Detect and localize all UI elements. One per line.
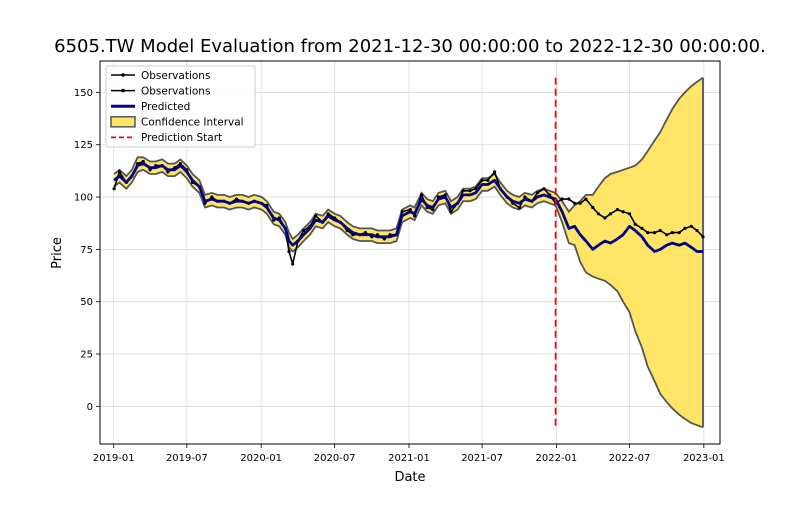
- legend: Observations Observations Predicted Confide…: [105, 65, 256, 148]
- observation-point: [596, 212, 601, 216]
- observation-point: [291, 262, 295, 266]
- legend-label: Observations: [141, 70, 210, 82]
- observation-point: [542, 187, 546, 191]
- observation-point: [535, 191, 540, 195]
- observation-point: [141, 159, 145, 164]
- observation-point: [621, 210, 625, 214]
- legend-confidence-swatch-icon: [110, 116, 136, 128]
- observation-point: [670, 231, 674, 235]
- predicted-layer: [113, 162, 703, 253]
- x-tick-label: 2020-07: [314, 453, 356, 464]
- observation-point: [400, 210, 404, 214]
- observation-point: [677, 231, 681, 235]
- observation-point: [178, 162, 182, 166]
- observation-point: [646, 231, 650, 235]
- observation-point: [431, 208, 435, 212]
- predicted-line: [113, 162, 703, 253]
- x-tick-label: 2022-01: [536, 453, 578, 464]
- observation-point: [523, 195, 527, 199]
- observation-point: [615, 208, 620, 212]
- observation-point: [287, 249, 291, 254]
- observation-point: [413, 214, 417, 218]
- x-tick-label: 2020-01: [240, 453, 282, 464]
- observation-point: [640, 226, 644, 230]
- observation-point: [443, 193, 447, 197]
- y-axis-label: Price: [50, 237, 65, 269]
- observation-point: [578, 201, 582, 205]
- observation-point: [653, 231, 657, 235]
- observation-point: [493, 170, 497, 174]
- observation-point: [701, 235, 705, 239]
- legend-entry: Observations: [111, 70, 210, 82]
- y-tick-label: 75: [80, 245, 93, 256]
- observation-point: [480, 178, 484, 182]
- y-tick-label: 50: [80, 297, 93, 308]
- observation-point: [468, 189, 472, 193]
- confidence-interval-lower-edge: [113, 168, 704, 429]
- legend-box: [105, 65, 256, 148]
- legend-entry: Predicted: [111, 101, 190, 113]
- observation-point: [314, 214, 318, 218]
- observation-point: [567, 197, 571, 201]
- observation-point: [658, 228, 662, 233]
- observation-point: [486, 178, 490, 182]
- observation-point: [591, 205, 595, 210]
- observation-point: [474, 187, 478, 191]
- observation-point: [302, 228, 306, 233]
- observation-point: [633, 222, 637, 226]
- observation-point: [419, 193, 424, 197]
- confidence-interval-fill: [114, 77, 704, 428]
- observation-point: [695, 228, 699, 233]
- observation-point: [665, 233, 669, 237]
- x-tick-label: 2022-07: [609, 453, 651, 464]
- observation-point: [449, 210, 453, 214]
- y-tick-label: 150: [74, 88, 93, 99]
- observation-point: [689, 224, 693, 228]
- observation-point: [517, 205, 521, 210]
- observation-point: [573, 201, 577, 205]
- legend-observations-marker-icon: [121, 73, 125, 77]
- confidence-interval-upper-edge: [113, 76, 704, 241]
- observation-point: [326, 212, 330, 216]
- x-tick-label: 2021-01: [388, 453, 430, 464]
- y-tick-label: 100: [74, 193, 93, 204]
- observation-point: [584, 197, 588, 201]
- y-tick-label: 25: [80, 350, 93, 361]
- y-axis-ticks: 0 25 50 75 100 125 150: [74, 88, 100, 413]
- observation-point: [683, 226, 687, 230]
- y-tick-label: 125: [74, 140, 93, 151]
- observation-point: [627, 212, 632, 216]
- x-tick-label: 2019-01: [93, 453, 135, 464]
- observation-point: [210, 195, 214, 199]
- legend-entry: Observations: [111, 85, 210, 97]
- observation-point: [408, 208, 412, 212]
- x-tick-label: 2021-07: [461, 453, 503, 464]
- x-tick-label: 2019-07: [166, 453, 208, 464]
- observation-point: [203, 201, 207, 205]
- chart-title: 6505.TW Model Evaluation from 2021-12-30…: [54, 36, 766, 57]
- observation-point: [560, 197, 564, 201]
- observation-point: [112, 187, 116, 191]
- y-tick-label: 0: [87, 402, 93, 413]
- x-axis-ticks: 2019-01 2019-07 2020-01 2020-07 2021-01 2021-…: [93, 444, 725, 464]
- observation-point: [117, 170, 121, 174]
- legend-entry: Confidence Interval: [110, 116, 244, 129]
- x-tick-label: 2023-01: [683, 453, 725, 464]
- legend-label: Observations: [141, 85, 210, 97]
- observation-point: [461, 189, 465, 193]
- confidence-interval-band: [113, 76, 704, 429]
- legend-entry: Prediction Start: [111, 132, 222, 144]
- observation-point: [608, 212, 613, 216]
- legend-label: Predicted: [141, 101, 190, 113]
- legend-observations-marker-icon: [121, 88, 125, 93]
- x-axis-label: Date: [394, 470, 425, 485]
- legend-label: Prediction Start: [141, 132, 222, 144]
- legend-label: Confidence Interval: [141, 117, 244, 129]
- plot-frame: [99, 60, 721, 445]
- observation-point: [603, 216, 607, 220]
